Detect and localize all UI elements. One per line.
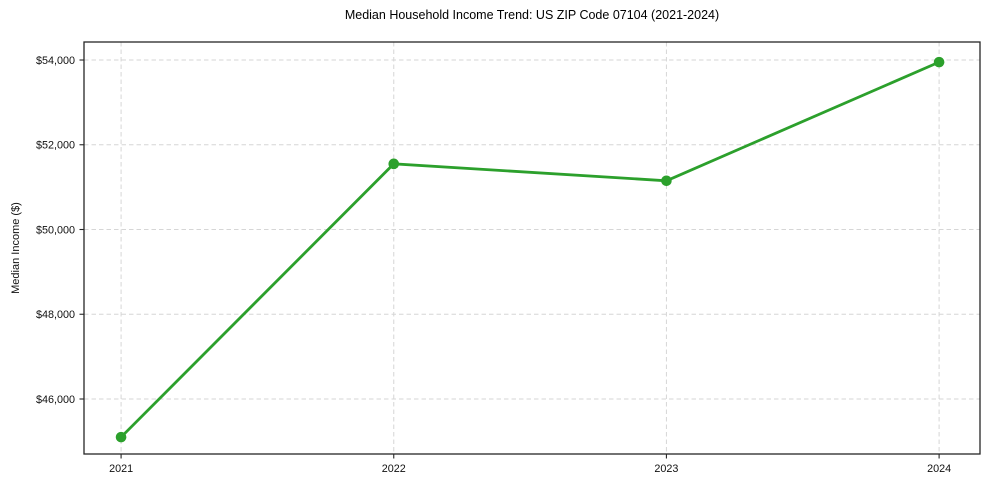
x-tick-label: 2023 [654, 463, 678, 475]
x-tick-label: 2021 [109, 463, 133, 475]
plot-border [83, 41, 981, 455]
x-tick-label: 2022 [382, 463, 406, 475]
gridlines [84, 42, 980, 454]
y-tick-label: $48,000 [36, 309, 75, 321]
y-axis-label: Median Income ($) [10, 202, 22, 294]
data-point-2021 [115, 431, 127, 443]
data-point-2024 [933, 56, 945, 68]
chart-title: Median Household Income Trend: US ZIP Co… [344, 8, 720, 22]
x-tick-label: 2024 [927, 463, 951, 475]
x-axis: 2021 2022 2023 2024 [109, 454, 951, 475]
y-axis: $46,000 $48,000 $50,000 $52,000 $54,000 [36, 55, 84, 406]
y-tick-label: $52,000 [36, 140, 75, 152]
y-tick-label: $50,000 [36, 224, 75, 236]
y-tick-label: $46,000 [36, 394, 75, 406]
income-trend-line [120, 60, 940, 439]
data-point-2022 [388, 158, 400, 170]
y-tick-label: $54,000 [36, 55, 75, 67]
data-point-2023 [661, 175, 672, 187]
